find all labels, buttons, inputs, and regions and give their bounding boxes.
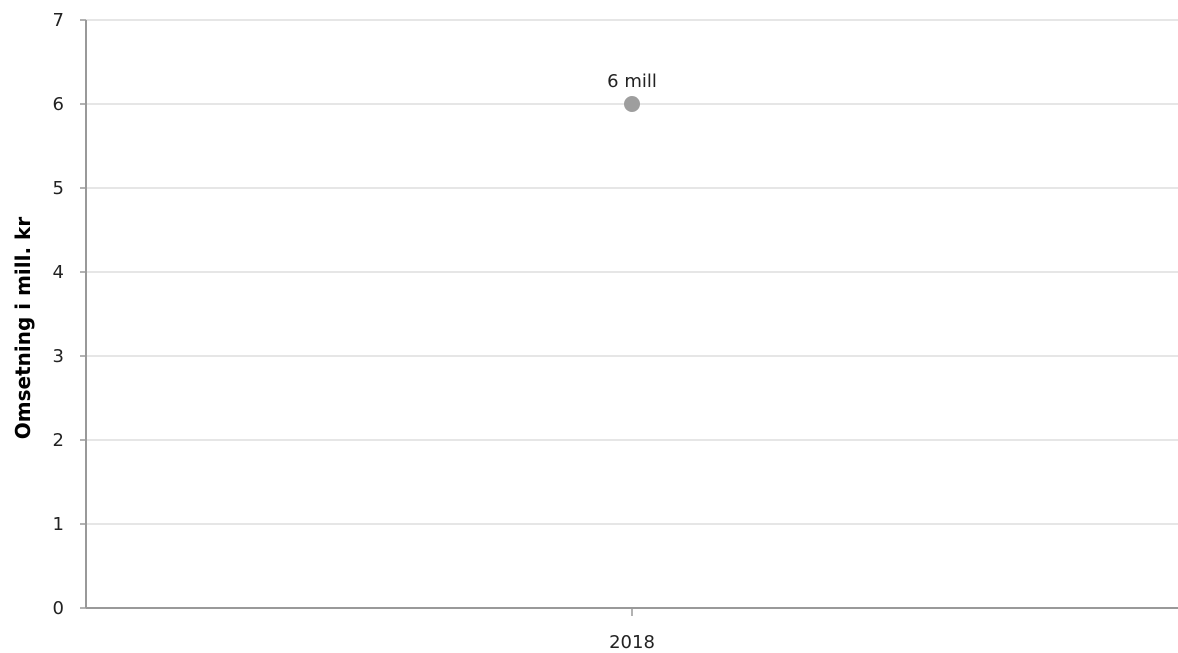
y-axis-ticks: 0 1 2 3 4 5 6 7 [53, 10, 86, 619]
data-point[interactable] [624, 96, 640, 112]
y-tick-label: 7 [53, 10, 64, 31]
x-axis-ticks: 2018 [609, 608, 655, 653]
y-tick-label: 3 [53, 346, 64, 367]
y-tick-label: 5 [53, 178, 64, 199]
y-tick-label: 0 [53, 598, 64, 619]
x-tick-label: 2018 [609, 632, 655, 653]
gridlines [86, 19, 1178, 525]
y-axis-title: Omsetning i mill. kr [11, 217, 35, 440]
y-tick-label: 1 [53, 514, 64, 535]
data-points: 6 mill [607, 71, 657, 112]
y-tick-label: 6 [53, 94, 64, 115]
y-tick-label: 4 [53, 262, 64, 283]
data-label: 6 mill [607, 71, 657, 92]
y-tick-label: 2 [53, 430, 64, 451]
